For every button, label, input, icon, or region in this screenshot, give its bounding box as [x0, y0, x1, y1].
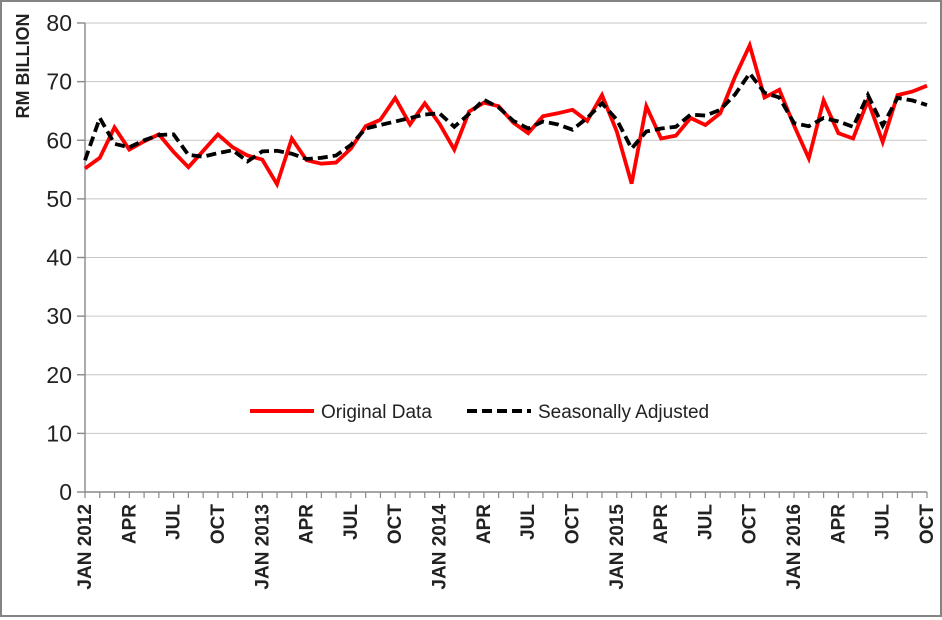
x-tick-label: OCT	[740, 504, 761, 545]
y-axis-title: RM BILLION	[13, 14, 33, 119]
y-tick-label: 70	[46, 69, 72, 95]
x-tick-label: APR	[828, 504, 849, 544]
x-tick-label: JAN 2014	[430, 504, 451, 590]
x-tick-label: OCT	[562, 504, 583, 545]
x-tick-label: OCT	[208, 504, 229, 545]
x-tick-label: JUL	[341, 504, 362, 540]
x-tick-label: JAN 2013	[252, 504, 273, 590]
x-tick-label: OCT	[917, 504, 938, 545]
y-tick-label: 20	[46, 362, 72, 388]
x-tick-label: JUL	[164, 504, 185, 540]
legend-label-seasonally-adjusted: Seasonally Adjusted	[538, 402, 709, 423]
y-tick-label: 60	[46, 127, 72, 153]
y-tick-label: 50	[46, 186, 72, 212]
series-line-seasonally-adjusted	[83, 70, 928, 164]
y-tick-label: 0	[59, 479, 72, 505]
legend-label-original-data: Original Data	[321, 402, 432, 423]
series-line-original-data	[83, 39, 928, 189]
x-tick-label: APR	[119, 504, 140, 544]
y-tick-label: 30	[46, 303, 72, 329]
x-tick-label: JAN 2015	[607, 504, 628, 590]
x-tick-label: APR	[297, 504, 318, 544]
x-tick-label: JAN 2012	[75, 504, 96, 590]
x-tick-label: JUL	[518, 504, 539, 540]
x-tick-label: JUL	[695, 504, 716, 540]
x-tick-label: APR	[474, 504, 495, 544]
y-tick-label: 80	[46, 10, 72, 36]
x-tick-label: OCT	[385, 504, 406, 545]
x-tick-label: JAN 2016	[784, 504, 805, 590]
x-tick-label: JUL	[873, 504, 894, 540]
y-tick-label: 10	[46, 420, 72, 446]
y-tick-label: 40	[46, 245, 72, 271]
x-tick-label: APR	[651, 504, 672, 544]
